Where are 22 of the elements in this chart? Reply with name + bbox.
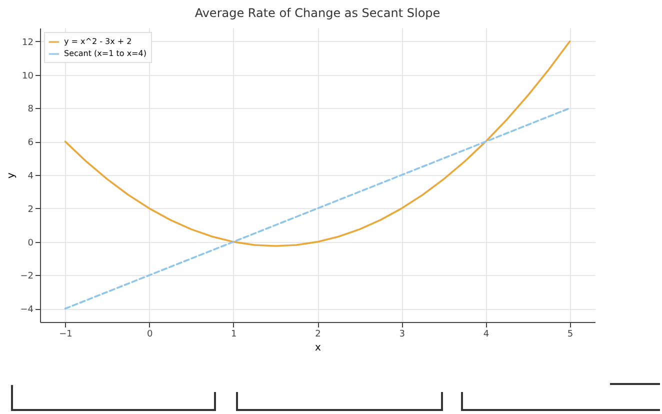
- y-tick-label: 6: [28, 138, 34, 148]
- legend-label: Secant (x=1 to x=4): [64, 49, 146, 58]
- y-tick-label: 0: [28, 238, 34, 248]
- y-tick-label: 4: [28, 172, 34, 182]
- y-tick-label: −4: [20, 305, 34, 316]
- legend-label: y = x^2 - 3x + 2: [64, 37, 132, 46]
- y-tick-label: 8: [28, 104, 34, 115]
- x-tick-label: 1: [231, 330, 237, 340]
- x-tick-label: 2: [315, 330, 321, 340]
- x-tick-label: −1: [59, 330, 72, 340]
- y-tick-label: 12: [22, 38, 34, 48]
- y-tick-label: −2: [20, 272, 34, 282]
- chart-title: Average Rate of Change as Secant Slope: [194, 6, 440, 20]
- y-axis-title: y: [6, 172, 18, 178]
- x-tick-label: 3: [399, 330, 405, 340]
- y-tick-label: 2: [28, 204, 34, 215]
- x-axis-title: x: [315, 342, 322, 354]
- y-tick-label: 10: [22, 71, 34, 82]
- x-tick-label: 0: [146, 330, 153, 340]
- x-tick-label: 4: [483, 330, 490, 340]
- line-series: [64, 40, 571, 247]
- x-tick-label: 5: [567, 330, 574, 340]
